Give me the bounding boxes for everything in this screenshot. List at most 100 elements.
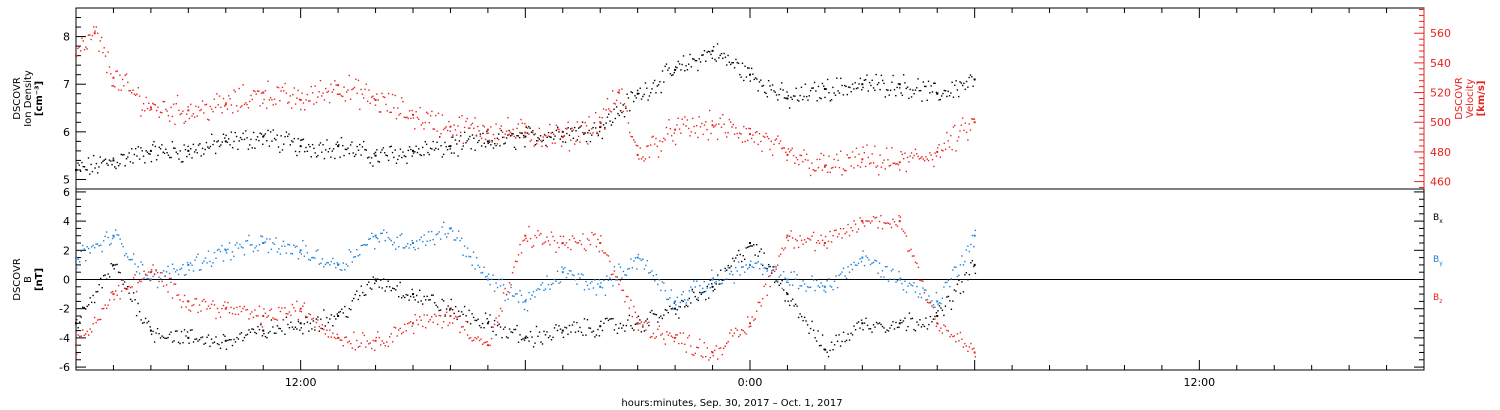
By-mark [600,282,602,284]
Bz-mark [375,336,377,339]
velocity-mark [813,169,816,172]
Bz-mark [604,252,607,254]
density-mark [391,151,394,154]
By-mark [818,286,821,288]
By-mark [517,301,520,303]
velocity-mark [509,131,512,134]
Bx-mark [775,280,777,282]
density-mark [370,157,373,159]
velocity-mark [267,80,269,82]
Bz-mark [351,347,353,349]
density-mark [653,79,656,82]
velocity-mark [925,156,927,158]
By-point [187,263,190,266]
By-mark [237,247,240,249]
Bz-mark [276,319,279,321]
Bz-mark [914,261,917,264]
velocity-mark [428,122,430,124]
By-mark [152,275,154,278]
Bz-mark [706,347,708,349]
Bz-mark [369,342,371,344]
density-mark [815,90,817,92]
Bz-mark [387,345,389,348]
velocity-mark [636,145,639,147]
By-mark [529,298,532,300]
Bx-mark [663,314,665,316]
By-mark [962,264,965,266]
velocity-mark [926,158,928,160]
velocity-mark [90,38,92,41]
density-mark [469,135,471,138]
density-mark [208,147,210,149]
Bz-mark [646,322,649,324]
Bx-mark [706,285,708,288]
Bz-point [374,339,377,342]
Bz-mark [177,294,180,296]
Bz-mark [119,298,121,300]
By-mark [597,283,599,285]
density-mark [774,91,776,93]
Bz-mark [439,315,442,317]
Bx-mark [486,318,488,320]
density-mark [522,134,525,137]
velocity-mark [943,142,945,145]
velocity-mark [399,112,402,115]
By-mark [808,286,810,289]
velocity-mark [102,51,104,54]
Bx-mark [432,294,434,296]
density-mark [749,80,752,82]
Bx-mark [436,306,439,308]
By-mark [781,287,783,290]
density-mark [254,147,256,149]
velocity-mark [454,129,457,131]
velocity-mark [281,86,284,89]
Bx-mark [878,322,881,324]
velocity-mark [846,154,849,156]
y-tick-label-bottom: -6 [59,361,70,374]
Bx-mark [248,329,250,331]
Bx-mark [129,298,132,301]
Bz-mark [418,316,421,318]
density-mark [847,86,850,88]
Bz-mark [676,334,679,336]
Bx-mark [688,297,690,300]
y-tick-label-bottom: 0 [63,274,70,287]
velocity-mark [490,126,492,128]
Bz-mark [935,325,938,328]
By-mark [549,288,551,290]
By-mark [89,252,91,254]
Bx-mark [483,327,485,329]
density-mark [470,148,472,150]
y-tick-label-right: 460 [1430,176,1451,189]
velocity-mark [609,110,611,112]
velocity-mark [791,147,793,150]
Bz-mark [408,322,410,324]
velocity-mark [526,127,529,129]
By-mark [724,270,726,272]
Bx-mark [321,327,324,330]
density-mark [798,100,800,102]
velocity-mark [927,159,930,162]
Bz-mark [778,255,780,257]
density-mark [857,87,859,89]
Bx-mark [541,343,544,345]
Bz-mark [155,270,157,272]
Bz-mark [204,300,207,303]
velocity-mark [262,102,264,104]
Bz-mark [591,231,593,234]
Bz-mark [973,347,975,350]
Bz-mark [657,328,659,331]
Bz-mark [940,327,942,329]
By-mark [203,260,205,262]
Bx-mark [209,345,211,347]
By-point [112,234,115,237]
velocity-mark [580,125,582,127]
velocity-mark [175,103,178,105]
Bx-mark [326,316,328,319]
Bx-mark [303,323,306,325]
Bx-mark [609,318,611,320]
Bx-mark [895,321,897,324]
Bx-mark [721,279,723,281]
Bz-mark [122,279,124,282]
density-mark [918,89,921,92]
